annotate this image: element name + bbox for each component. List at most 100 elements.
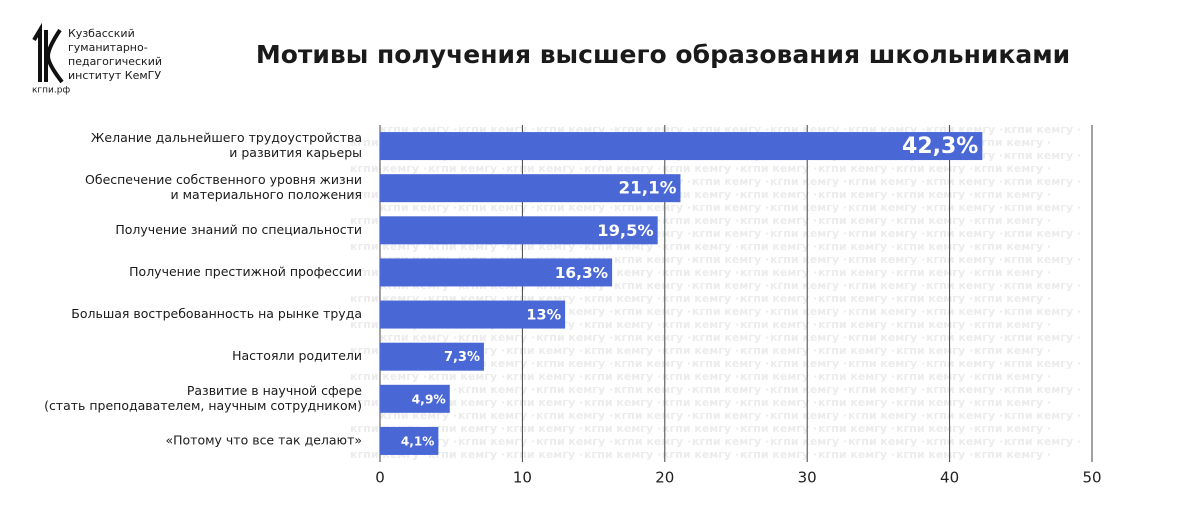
- watermark-text: кгпи кемгу ·: [1004, 305, 1081, 318]
- bar: [380, 426, 439, 455]
- x-tick-label: 20: [655, 469, 674, 487]
- x-tick-label: 30: [798, 469, 817, 487]
- watermark-text: кгпи кемгу ·: [770, 409, 847, 422]
- watermark-text: кгпи кемгу ·: [770, 279, 847, 292]
- watermark-text: кгпи кемгу ·: [614, 253, 691, 266]
- watermark-text: кгпи кемгу ·: [770, 383, 847, 396]
- category-label: и развития карьеры: [229, 145, 362, 160]
- watermark-text: кгпи кемгу ·: [614, 279, 691, 292]
- watermark-text: кгпи кемгу ·: [1004, 253, 1081, 266]
- watermark-text: кгпи кемгу ·: [428, 422, 505, 435]
- watermark-text: кгпи кемгу ·: [662, 448, 739, 461]
- watermark-text: кгпи кемгу ·: [926, 409, 1003, 422]
- category-label: (стать преподавателем, научным сотрудник…: [44, 398, 362, 413]
- logo-text: гуманитарно-: [68, 41, 148, 54]
- watermark-text: кгпи кемгу ·: [974, 136, 1051, 149]
- value-label: 13%: [526, 308, 561, 324]
- watermark-text: кгпи кемгу ·: [740, 188, 817, 201]
- watermark-text: кгпи кемгу ·: [584, 396, 661, 409]
- watermark-text: кгпи кемгу ·: [770, 227, 847, 240]
- watermark-text: кгпи кемгу ·: [926, 253, 1003, 266]
- watermark-text: кгпи кемгу ·: [692, 253, 769, 266]
- watermark-text: кгпи кемгу ·: [926, 331, 1003, 344]
- watermark-text: кгпи кемгу ·: [818, 188, 895, 201]
- watermark-text: кгпи кемгу ·: [896, 266, 973, 279]
- watermark-text: кгпи кемгу ·: [1004, 201, 1081, 214]
- watermark-text: кгпи кемгу ·: [848, 331, 925, 344]
- watermark-text: кгпи кемгу ·: [614, 409, 691, 422]
- x-tick-label: 40: [940, 469, 959, 487]
- value-label: 19,5%: [597, 221, 653, 240]
- watermark-text: кгпи кемгу ·: [692, 357, 769, 370]
- watermark-text: кгпи кемгу ·: [1004, 149, 1081, 162]
- category-label: Желание дальнейшего трудоустройства: [91, 130, 362, 145]
- watermark-text: кгпи кемгу ·: [848, 201, 925, 214]
- watermark-text: кгпи кемгу ·: [584, 448, 661, 461]
- logo-text: институт КемГУ: [68, 69, 161, 82]
- watermark-text: кгпи кемгу ·: [740, 318, 817, 331]
- watermark-text: кгпи кемгу ·: [662, 396, 739, 409]
- value-label: 4,1%: [401, 434, 435, 448]
- watermark-text: кгпи кемгу ·: [740, 214, 817, 227]
- watermark-text: кгпи кемгу ·: [662, 214, 739, 227]
- watermark-text: кгпи кемгу ·: [896, 344, 973, 357]
- bar: [380, 384, 450, 413]
- watermark-text: кгпи кемгу ·: [740, 240, 817, 253]
- watermark-text: кгпи кемгу ·: [974, 266, 1051, 279]
- bar: [380, 216, 658, 245]
- value-label: 21,1%: [619, 179, 677, 198]
- watermark-text: кгпи кемгу ·: [926, 305, 1003, 318]
- watermark-text: кгпи кемгу ·: [662, 422, 739, 435]
- logo: Кузбасский гуманитарно- педагогический и…: [32, 22, 162, 96]
- watermark-text: кгпи кемгу ·: [926, 357, 1003, 370]
- category-label: «Потому что все так делают»: [165, 432, 362, 447]
- watermark-text: кгпи кемгу ·: [974, 292, 1051, 305]
- watermark-text: кгпи кемгу ·: [848, 227, 925, 240]
- watermark-text: кгпи кемгу ·: [614, 331, 691, 344]
- watermark-text: кгпи кемгу ·: [770, 305, 847, 318]
- watermark-text: кгпи кемгу ·: [740, 162, 817, 175]
- watermark-text: кгпи кемгу ·: [506, 448, 583, 461]
- watermark-text: кгпи кемгу ·: [974, 214, 1051, 227]
- watermark-text: кгпи кемгу ·: [818, 214, 895, 227]
- watermark-text: кгпи кемгу ·: [458, 201, 535, 214]
- watermark-text: кгпи кемгу ·: [926, 201, 1003, 214]
- watermark-text: кгпи кемгу ·: [614, 383, 691, 396]
- watermark-text: кгпи кемгу ·: [770, 201, 847, 214]
- category-label: Развитие в научной сфере: [187, 383, 362, 398]
- watermark-text: кгпи кемгу ·: [692, 331, 769, 344]
- watermark-text: кгпи кемгу ·: [380, 331, 457, 344]
- x-tick-label: 0: [375, 469, 385, 487]
- watermark-text: кгпи кемгу ·: [458, 409, 535, 422]
- watermark-text: кгпи кемгу ·: [974, 422, 1051, 435]
- watermark-text: кгпи кемгу ·: [818, 344, 895, 357]
- watermark-text: кгпи кемгу ·: [896, 240, 973, 253]
- watermark-text: кгпи кемгу ·: [662, 240, 739, 253]
- watermark-text: кгпи кемгу ·: [818, 162, 895, 175]
- value-label: 4,9%: [412, 392, 446, 406]
- watermark-text: кгпи кемгу ·: [692, 435, 769, 448]
- watermark-layer: кгпи кемгу · кгпи кемгу · кгпи кемгу · кгпи…: [350, 123, 1081, 461]
- watermark-text: кгпи кемгу ·: [926, 279, 1003, 292]
- watermark-text: кгпи кемгу ·: [614, 305, 691, 318]
- watermark-text: кгпи кемгу ·: [1004, 409, 1081, 422]
- x-tick-label: 10: [513, 469, 532, 487]
- watermark-text: кгпи кемгу ·: [896, 370, 973, 383]
- chart-title: Мотивы получения высшего образования шко…: [256, 40, 1070, 69]
- watermark-text: кгпи кемгу ·: [818, 448, 895, 461]
- watermark-text: кгпи кемгу ·: [506, 162, 583, 175]
- watermark-text: кгпи кемгу ·: [1004, 279, 1081, 292]
- logo-mark: [32, 22, 64, 84]
- watermark-text: кгпи кемгу ·: [428, 162, 505, 175]
- watermark-text: кгпи кемгу ·: [896, 214, 973, 227]
- watermark-text: кгпи кемгу ·: [740, 370, 817, 383]
- watermark-text: кгпи кемгу ·: [818, 292, 895, 305]
- watermark-text: кгпи кемгу ·: [692, 383, 769, 396]
- watermark-text: кгпи кемгу ·: [428, 448, 505, 461]
- watermark-text: кгпи кемгу ·: [350, 370, 427, 383]
- watermark-text: кгпи кемгу ·: [662, 292, 739, 305]
- watermark-text: кгпи кемгу ·: [614, 435, 691, 448]
- watermark-text: кгпи кемгу ·: [818, 240, 895, 253]
- bar: [380, 258, 613, 287]
- category-label: и материального положения: [171, 187, 362, 202]
